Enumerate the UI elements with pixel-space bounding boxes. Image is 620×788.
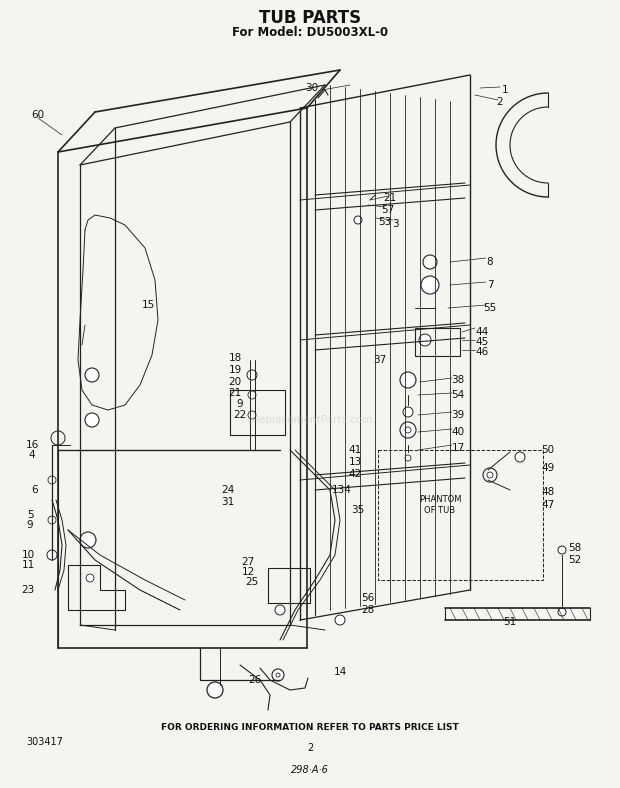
Circle shape <box>400 422 416 438</box>
Text: 58: 58 <box>569 543 582 553</box>
Text: 40: 40 <box>451 427 464 437</box>
Text: 16: 16 <box>25 440 38 450</box>
Text: 11: 11 <box>21 560 35 570</box>
Text: 298·A·6: 298·A·6 <box>291 765 329 775</box>
Text: 18: 18 <box>228 353 242 363</box>
Circle shape <box>335 615 345 625</box>
Text: 56: 56 <box>361 593 374 603</box>
Text: 8: 8 <box>487 257 494 267</box>
Text: 25: 25 <box>246 577 259 587</box>
Text: 60: 60 <box>32 110 45 120</box>
Text: 42: 42 <box>348 469 361 479</box>
Circle shape <box>86 574 94 582</box>
Bar <box>415 328 460 356</box>
Circle shape <box>483 468 497 482</box>
Text: 38: 38 <box>451 375 464 385</box>
Text: 21: 21 <box>228 388 242 398</box>
Circle shape <box>400 372 416 388</box>
Text: 15: 15 <box>141 300 154 310</box>
Bar <box>268 568 310 603</box>
Text: 10: 10 <box>22 550 35 560</box>
Text: 31: 31 <box>221 497 234 507</box>
Text: 50: 50 <box>541 445 554 455</box>
Text: 1: 1 <box>502 85 508 95</box>
Circle shape <box>47 550 57 560</box>
Text: 51: 51 <box>503 617 516 627</box>
Bar <box>230 390 285 435</box>
Text: 17: 17 <box>451 443 464 453</box>
Circle shape <box>405 427 411 433</box>
Text: 134: 134 <box>332 485 352 495</box>
Text: 48: 48 <box>541 487 555 497</box>
Circle shape <box>248 411 256 419</box>
Text: 46: 46 <box>476 347 489 357</box>
Text: 24: 24 <box>221 485 234 495</box>
Text: 3: 3 <box>392 219 398 229</box>
Text: 14: 14 <box>334 667 347 677</box>
Text: TUB PARTS: TUB PARTS <box>259 9 361 27</box>
Circle shape <box>421 276 439 294</box>
Text: 44: 44 <box>476 327 489 337</box>
Text: 2: 2 <box>307 743 313 753</box>
Circle shape <box>247 370 257 380</box>
Circle shape <box>80 532 96 548</box>
Text: PHANTOM
OF TUB: PHANTOM OF TUB <box>418 495 461 515</box>
Circle shape <box>85 413 99 427</box>
Text: 52: 52 <box>569 555 582 565</box>
Text: 26: 26 <box>249 675 262 685</box>
Text: 6: 6 <box>32 485 38 495</box>
Text: 27: 27 <box>241 557 255 567</box>
Text: 47: 47 <box>541 500 555 510</box>
Circle shape <box>85 368 99 382</box>
Text: 2: 2 <box>497 97 503 107</box>
Text: 20: 20 <box>228 377 242 387</box>
Circle shape <box>276 673 280 677</box>
Text: 12: 12 <box>241 567 255 577</box>
Text: 23: 23 <box>21 585 35 595</box>
Text: 37: 37 <box>373 355 387 365</box>
Text: 9: 9 <box>237 399 243 409</box>
Text: 4: 4 <box>29 450 35 460</box>
Text: 57: 57 <box>381 205 394 215</box>
Circle shape <box>248 391 256 399</box>
Circle shape <box>48 476 56 484</box>
Text: 45: 45 <box>476 337 489 347</box>
Text: 35: 35 <box>352 505 365 515</box>
Circle shape <box>558 546 566 554</box>
Circle shape <box>272 669 284 681</box>
Text: 49: 49 <box>541 463 555 473</box>
Text: 5: 5 <box>27 510 33 520</box>
Circle shape <box>207 682 223 698</box>
Circle shape <box>403 407 413 417</box>
Text: 19: 19 <box>228 365 242 375</box>
Circle shape <box>487 472 493 478</box>
Circle shape <box>48 516 56 524</box>
Text: eReplacementParts.com: eReplacementParts.com <box>247 415 373 425</box>
Text: FOR ORDERING INFORMATION REFER TO PARTS PRICE LIST: FOR ORDERING INFORMATION REFER TO PARTS … <box>161 723 459 733</box>
Text: 54: 54 <box>451 390 464 400</box>
Text: 21: 21 <box>383 193 397 203</box>
Text: For Model: DU5003XL-0: For Model: DU5003XL-0 <box>232 25 388 39</box>
Text: 55: 55 <box>484 303 497 313</box>
Text: 53: 53 <box>378 217 392 227</box>
Text: 22: 22 <box>233 410 247 420</box>
Text: 41: 41 <box>348 445 361 455</box>
Text: 13: 13 <box>348 457 361 467</box>
Text: 9: 9 <box>27 520 33 530</box>
Bar <box>378 450 543 580</box>
Text: 39: 39 <box>451 410 464 420</box>
Text: 28: 28 <box>361 605 374 615</box>
Circle shape <box>558 608 566 616</box>
Circle shape <box>275 605 285 615</box>
Circle shape <box>419 334 431 346</box>
Circle shape <box>423 255 437 269</box>
Circle shape <box>405 455 411 461</box>
Circle shape <box>354 216 362 224</box>
Text: 303417: 303417 <box>27 737 63 747</box>
Text: 7: 7 <box>487 280 494 290</box>
Circle shape <box>515 452 525 462</box>
Text: 30: 30 <box>306 83 319 93</box>
